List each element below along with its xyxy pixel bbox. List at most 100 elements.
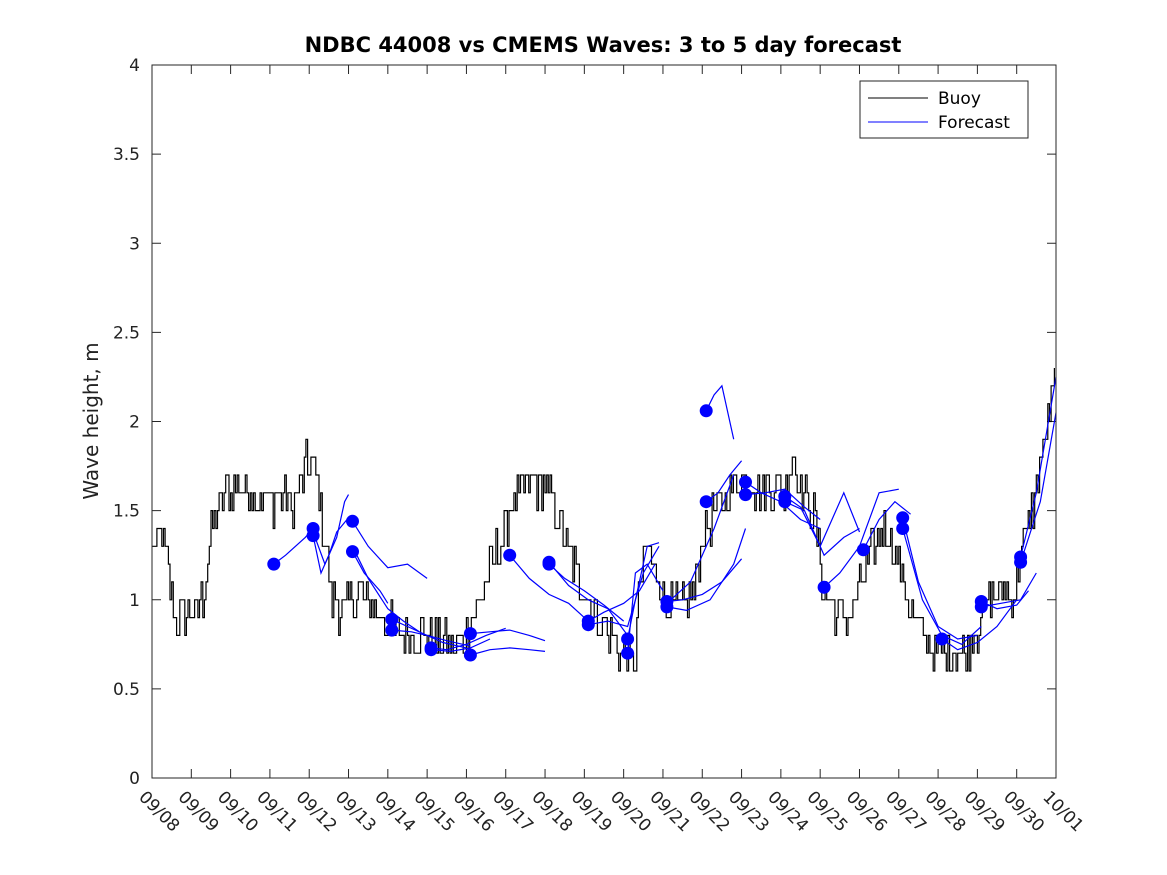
forecast-line: [862, 500, 911, 551]
forecast-line: [351, 551, 389, 604]
x-tick-label: 09/18: [528, 787, 577, 836]
x-tick-label: 09/14: [370, 787, 419, 836]
chart-title: NDBC 44008 vs CMEMS Waves: 3 to 5 day fo…: [305, 33, 902, 57]
x-tick-label: 09/13: [331, 787, 380, 836]
forecast-line: [588, 563, 656, 622]
forecast-line: [666, 558, 743, 603]
x-tick-label: 09/11: [252, 787, 301, 836]
forecast-line: [902, 517, 978, 640]
plot-frame: [151, 64, 1057, 779]
x-tick-label: 09/15: [410, 787, 459, 836]
forecast-line: [1020, 412, 1057, 563]
x-tick-label: 09/24: [763, 787, 812, 836]
x-tick-label: 09/12: [292, 787, 341, 836]
y-tick-label: 0: [129, 769, 140, 789]
forecast-marker: [935, 632, 949, 646]
legend: Buoy Forecast: [859, 80, 1029, 139]
forecast-line: [627, 563, 664, 654]
x-tick-label: 09/21: [645, 787, 694, 836]
plot-area: [152, 65, 1056, 778]
forecast-marker: [739, 475, 752, 489]
forecast-marker: [817, 580, 831, 594]
x-tick-label: 09/27: [881, 787, 930, 836]
forecast-marker: [621, 646, 635, 660]
y-tick-label: 0.5: [113, 680, 140, 700]
forecast-line: [351, 520, 428, 579]
forecast-line: [509, 554, 585, 619]
x-tick-label: 10/01: [1038, 787, 1087, 836]
forecast-marker: [306, 529, 320, 543]
x-tick-label: 09/29: [960, 787, 1009, 836]
forecast-line: [1020, 376, 1057, 558]
forecast-line: [784, 501, 860, 557]
forecast-line: [745, 488, 821, 520]
x-tick-label: 09/10: [213, 787, 262, 836]
forecast-line: [548, 561, 629, 636]
axis-ticks: [151, 64, 1057, 779]
forecast-marker: [463, 648, 477, 662]
forecast-line: [666, 528, 747, 612]
x-tick-label: 09/16: [449, 787, 498, 836]
x-tick-label: 09/30: [999, 787, 1048, 836]
x-tick-label: 09/19: [567, 787, 616, 836]
y-tick-label: 1: [129, 591, 140, 611]
forecast-marker: [1014, 555, 1028, 569]
forecast-markers: [267, 404, 1028, 662]
forecast-line: [351, 546, 420, 633]
forecast-line: [588, 545, 660, 628]
forecast-line: [705, 384, 735, 440]
forecast-line: [470, 629, 546, 642]
forecast-line: [391, 629, 471, 647]
forecast-marker: [699, 495, 713, 509]
forecast-line: [627, 542, 660, 640]
forecast-line: [941, 599, 1018, 651]
forecast-marker: [385, 623, 399, 637]
x-tick-label: 09/20: [606, 787, 655, 836]
forecast-line: [784, 491, 861, 548]
forecast-line: [705, 460, 743, 503]
x-tick-label: 09/09: [174, 787, 223, 836]
y-tick-label: 2: [129, 413, 140, 433]
legend-buoy-label: Buoy: [938, 89, 981, 109]
y-tick-label: 1.5: [113, 502, 140, 522]
forecast-marker: [699, 404, 713, 418]
x-tick-label: 09/25: [803, 787, 852, 836]
buoy-line: [152, 368, 1056, 672]
forecast-marker: [346, 545, 359, 559]
y-tick-labels: 0 0.5 1 1.5 2 2.5 3 3.5 4: [113, 56, 140, 789]
legend-forecast-label: Forecast: [938, 113, 1010, 133]
x-tick-label: 09/22: [685, 787, 734, 836]
legend-box: [859, 80, 1029, 139]
forecast-line: [312, 517, 349, 575]
forecast-line: [666, 474, 735, 604]
x-tick-labels: 09/0809/0909/1009/1109/1209/1309/1409/15…: [134, 787, 1087, 836]
x-tick-label: 09/23: [724, 787, 773, 836]
forecast-marker: [856, 543, 870, 557]
forecast-marker: [463, 627, 477, 641]
x-tick-label: 09/26: [842, 787, 891, 836]
forecast-line: [312, 494, 350, 566]
forecast-marker: [267, 557, 281, 571]
x-tick-label: 09/28: [921, 787, 970, 836]
y-tick-label: 4: [129, 56, 140, 76]
y-tick-label: 2.5: [113, 323, 140, 343]
forecast-line: [548, 563, 625, 622]
forecast-marker: [542, 557, 556, 571]
forecast-series: [273, 376, 1057, 656]
x-tick-label: 09/08: [134, 787, 183, 836]
forecast-marker: [739, 488, 752, 502]
y-axis-label: Wave height, m: [79, 342, 103, 499]
forecast-marker: [581, 618, 595, 632]
x-tick-label: 09/17: [488, 787, 537, 836]
forecast-marker: [660, 600, 674, 614]
forecast-line: [431, 638, 491, 653]
forecast-marker: [974, 600, 988, 614]
forecast-marker: [346, 514, 359, 528]
y-tick-label: 3: [129, 234, 140, 254]
forecast-marker: [503, 548, 517, 562]
forecast-marker: [896, 511, 910, 525]
forecast-line: [470, 647, 546, 656]
y-tick-label: 3.5: [113, 145, 140, 165]
forecast-marker: [424, 643, 438, 657]
